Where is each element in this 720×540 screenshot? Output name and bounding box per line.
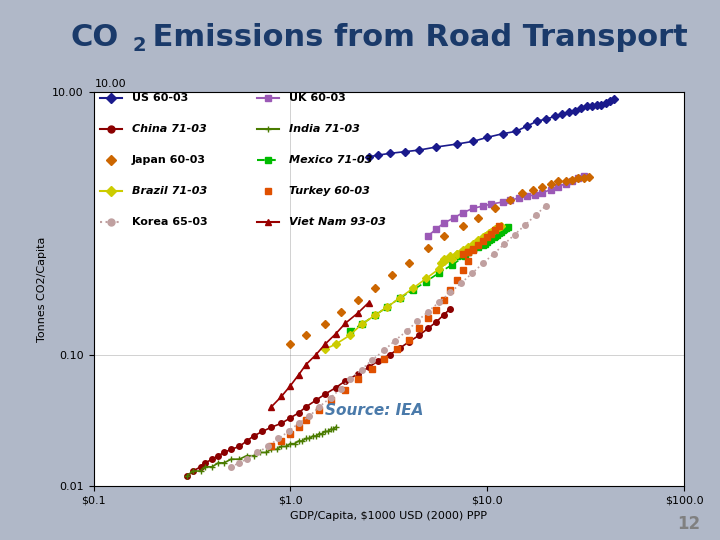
Text: Source: IEA: Source: IEA (325, 402, 423, 417)
Text: Japan 60-03: Japan 60-03 (132, 156, 206, 165)
Text: 2: 2 (132, 36, 145, 56)
Text: Turkey 60-03: Turkey 60-03 (289, 186, 370, 197)
Text: UK 60-03: UK 60-03 (289, 93, 346, 103)
Text: India 71-03: India 71-03 (289, 124, 360, 134)
Y-axis label: Tonnes CO2/Capita: Tonnes CO2/Capita (37, 236, 47, 342)
Text: China 71-03: China 71-03 (132, 124, 207, 134)
Text: Emissions from Road Transport: Emissions from Road Transport (142, 23, 688, 52)
Text: Mexico 71-03: Mexico 71-03 (289, 156, 372, 165)
Text: CO: CO (71, 23, 119, 52)
Text: 10.00: 10.00 (95, 79, 127, 89)
Text: US 60-03: US 60-03 (132, 93, 189, 103)
Text: Brazil 71-03: Brazil 71-03 (132, 186, 207, 197)
Text: Viet Nam 93-03: Viet Nam 93-03 (289, 217, 386, 227)
X-axis label: GDP/Capita, $1000 USD (2000) PPP: GDP/Capita, $1000 USD (2000) PPP (290, 511, 487, 521)
Text: 12: 12 (677, 515, 700, 533)
Text: Korea 65-03: Korea 65-03 (132, 217, 207, 227)
